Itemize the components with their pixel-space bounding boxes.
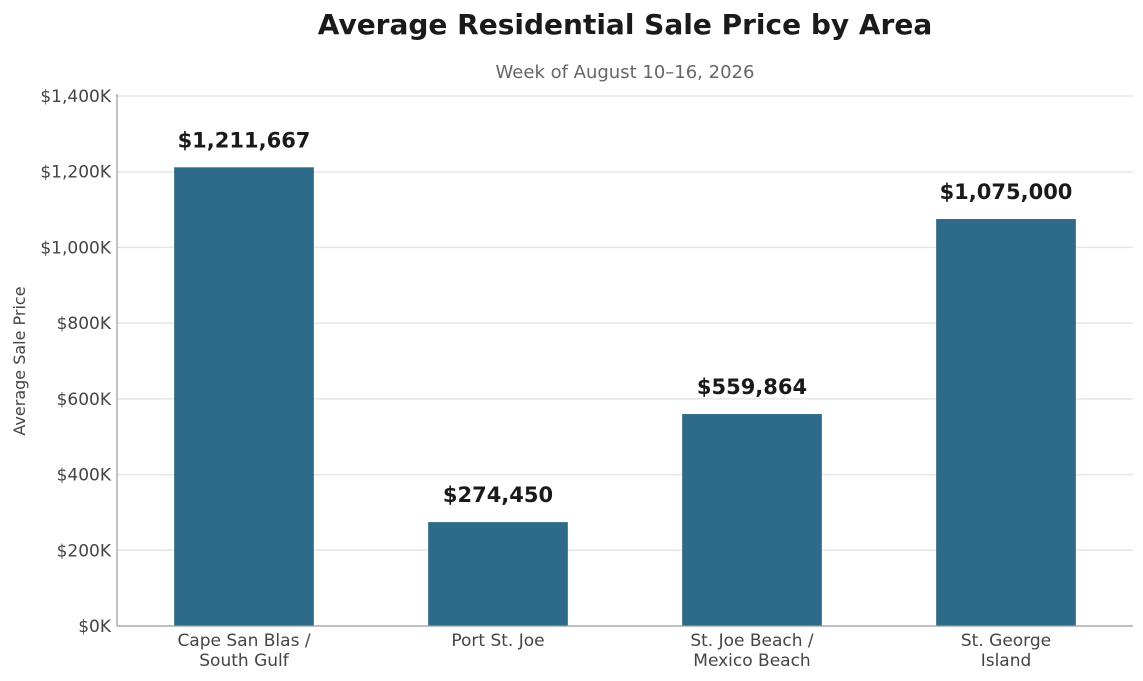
data-label: $559,864 <box>697 375 807 399</box>
x-tick-label: St. George Island <box>961 631 1051 671</box>
y-tick-label: $600K <box>57 390 112 410</box>
y-tick-labels: $0K $200K $400K $600K $800K $1,000K $1,200K $1,… <box>40 87 111 637</box>
y-tick-label: $400K <box>57 466 112 486</box>
y-tick-label: $0K <box>78 617 112 637</box>
bar <box>682 414 822 626</box>
data-labels: $1,211,667 $274,450 $559,864 $1,075,000 <box>178 128 1073 507</box>
chart-title: Average Residential Sale Price by Area <box>318 8 932 41</box>
y-tick-label: $1,000K <box>40 238 111 258</box>
y-tick-label: $800K <box>57 314 112 334</box>
x-tick-label: Port St. Joe <box>451 631 544 651</box>
bar <box>174 167 314 626</box>
x-tick-label-line: Island <box>981 651 1032 671</box>
y-axis-label: Average Sale Price <box>10 286 29 435</box>
chart-subtitle: Week of August 10–16, 2026 <box>496 62 755 83</box>
data-label: $274,450 <box>443 483 553 507</box>
x-tick-labels: Cape San Blas / South Gulf Port St. Joe St.… <box>177 631 1051 671</box>
y-tick-label: $200K <box>57 541 112 561</box>
y-tick-label: $1,200K <box>40 163 111 183</box>
x-tick-label-line: Cape San Blas / <box>177 631 310 651</box>
axes <box>116 94 1133 627</box>
x-tick-label: St. Joe Beach / Mexico Beach <box>690 631 814 671</box>
bars <box>174 167 1076 627</box>
x-tick-label-line: South Gulf <box>199 651 289 671</box>
x-tick-label-line: Port St. Joe <box>451 631 544 651</box>
x-tick-label-line: St. George <box>961 631 1051 651</box>
bar <box>936 219 1076 627</box>
x-tick-label-line: Mexico Beach <box>693 651 810 671</box>
data-label: $1,211,667 <box>178 128 311 152</box>
x-tick-label: Cape San Blas / South Gulf <box>177 631 310 671</box>
bar <box>428 522 568 626</box>
data-label: $1,075,000 <box>940 180 1073 204</box>
x-tick-label-line: St. Joe Beach / <box>690 631 814 651</box>
y-tick-label: $1,400K <box>40 87 111 107</box>
